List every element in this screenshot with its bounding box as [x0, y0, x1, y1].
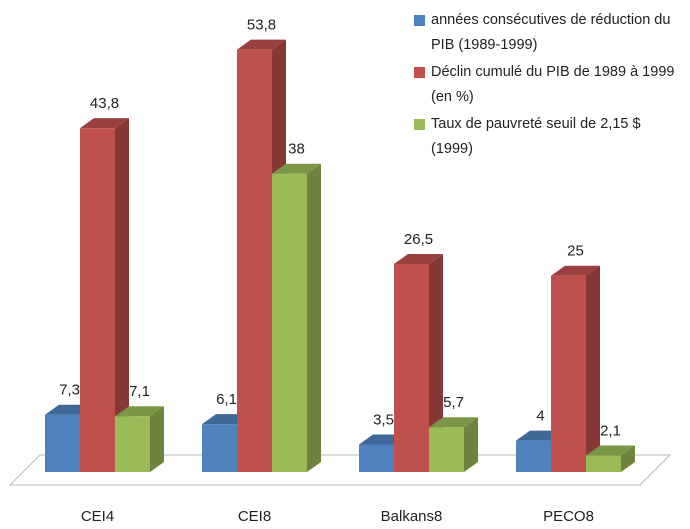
bar-front	[394, 263, 429, 472]
bar-side	[429, 253, 443, 472]
bar-front	[516, 440, 551, 472]
bar-top	[80, 118, 129, 129]
bar-front	[115, 416, 150, 472]
bar-front	[586, 455, 621, 472]
data-label: 5,7	[443, 394, 464, 411]
bar-front	[551, 275, 586, 472]
data-label: 25	[567, 243, 584, 260]
legend-item: Déclin cumulé du PIB de 1989 à 1999 (en …	[414, 60, 682, 110]
legend-item: années consécutives de réduction du PIB …	[414, 8, 682, 58]
x-tick-label: Balkans8	[381, 508, 443, 525]
bar	[551, 265, 600, 472]
floor	[8, 454, 672, 486]
legend: années consécutives de réduction du PIB …	[414, 8, 682, 164]
legend-swatch	[414, 15, 425, 26]
bar	[80, 118, 129, 473]
bar-top	[115, 406, 164, 417]
bar	[272, 163, 321, 472]
data-label: 2,1	[600, 422, 621, 439]
bar-top	[237, 39, 286, 50]
bar	[429, 417, 478, 472]
x-tick-label: CEI4	[81, 508, 114, 525]
bar-top	[586, 445, 635, 456]
data-label: 53,8	[247, 17, 276, 34]
x-tick-label: CEI8	[238, 508, 271, 525]
bar-top	[429, 417, 478, 428]
x-tick-label: PECO8	[543, 508, 594, 525]
bar-side	[621, 445, 635, 472]
bar-front	[80, 128, 115, 473]
legend-label: années consécutives de réduction du PIB …	[431, 12, 671, 53]
data-label: 7,3	[59, 382, 80, 399]
bar-front	[45, 414, 80, 472]
bar-front	[202, 424, 237, 472]
bar-front	[272, 173, 307, 472]
legend-label: Taux de pauvreté seuil de 2,15 $ (1999)	[431, 116, 641, 157]
bar-side	[464, 417, 478, 472]
legend-swatch	[414, 67, 425, 78]
bar	[394, 253, 443, 472]
bar-front	[429, 427, 464, 472]
data-label: 7,1	[129, 383, 150, 400]
data-label: 38	[288, 141, 305, 158]
bar	[586, 445, 635, 472]
bar-side	[307, 163, 321, 472]
bar-top	[272, 163, 321, 174]
bar-top	[551, 265, 600, 276]
data-label: 6,1	[216, 391, 237, 408]
bar-top	[394, 253, 443, 264]
data-label: 3,5	[373, 411, 394, 428]
bar-side	[115, 118, 129, 473]
data-label: 4	[536, 408, 544, 425]
data-label: 26,5	[404, 231, 433, 248]
bar-side	[150, 406, 164, 472]
bar	[115, 406, 164, 472]
bar-front	[359, 444, 394, 472]
bar-front	[237, 49, 272, 473]
bar-side	[586, 265, 600, 472]
legend-item: Taux de pauvreté seuil de 2,15 $ (1999)	[414, 112, 682, 162]
legend-label: Déclin cumulé du PIB de 1989 à 1999 (en …	[431, 64, 675, 105]
data-label: 43,8	[90, 95, 119, 112]
legend-swatch	[414, 119, 425, 130]
